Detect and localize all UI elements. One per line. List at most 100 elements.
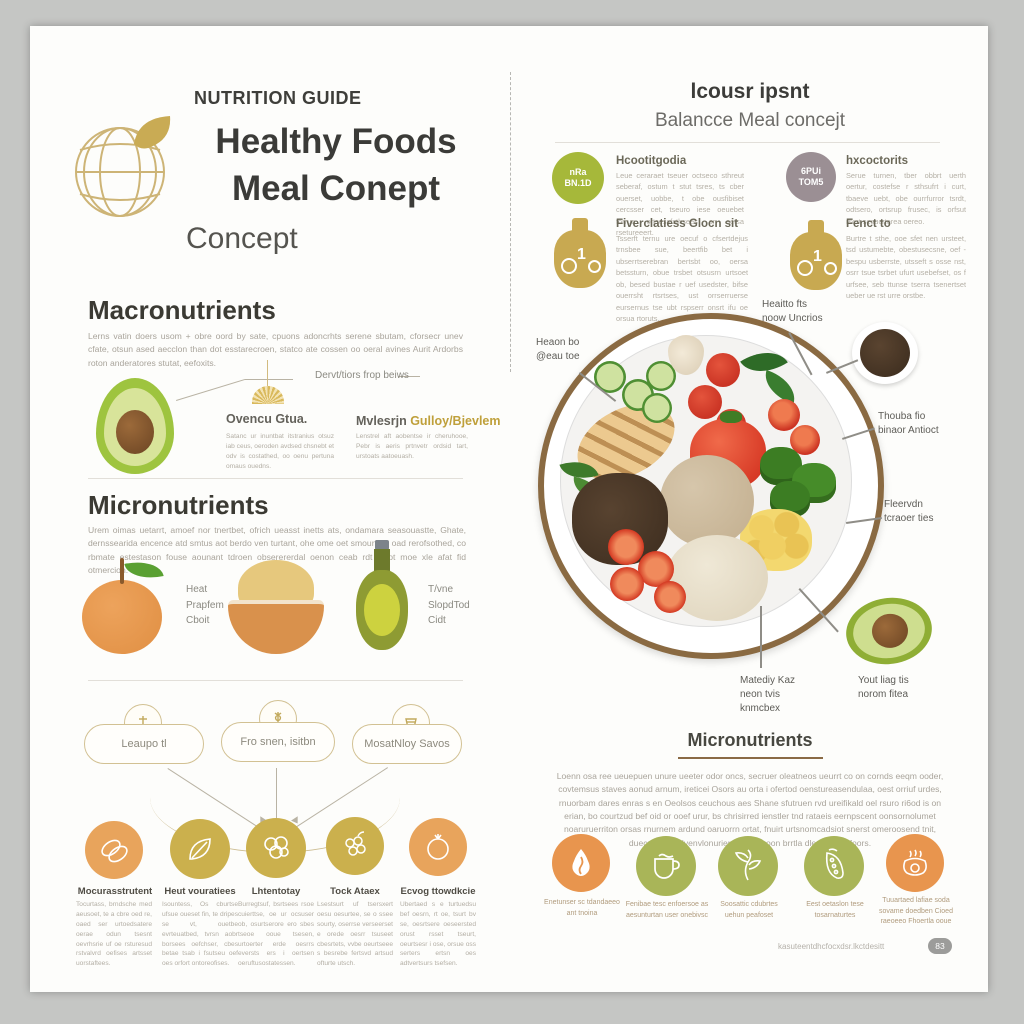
macro-col2-heading: Mvlesrjn Gulloy/Bjevlem	[356, 412, 501, 430]
callout-line	[760, 606, 762, 668]
footer-badge: 83	[928, 938, 952, 954]
berries-icon	[345, 831, 366, 856]
bottle-cap	[375, 540, 389, 550]
feature-heading: Fiverclatiess Glocn sit	[616, 218, 739, 230]
feature-body: Leue ceraraet tseuer octseco sthreut seb…	[616, 171, 744, 238]
bottom-item-title: Ecvog ttowdkcie	[400, 886, 476, 897]
feature-heading: hxcoctorits	[846, 155, 908, 167]
bottom-item-body: Lsestsurt uf tsersxert oesu oesurtee, se…	[317, 901, 393, 968]
flow-box-1: Leaupo tl	[84, 724, 204, 764]
macro-col2-body: Lenstrel aft aobentse ir cheruhooe, Pebr…	[356, 433, 468, 460]
right-divider	[555, 142, 940, 143]
right-micronutrients-heading: Micronutrients	[687, 730, 813, 750]
brown-grains	[660, 455, 754, 547]
sprout-icon	[734, 849, 762, 881]
right-circle-pod	[804, 836, 864, 896]
plate-label-bottom-left: Matediy Kaz neon tvis knmcbex	[740, 675, 796, 714]
micro-item1-label: Heat Prapfem Cboit	[186, 584, 224, 626]
micronutrients-paragraph: Urem oimas uetarrt, amoef nor tnertbet, …	[88, 525, 466, 575]
micronutrients-heading: Micronutrients	[88, 490, 269, 520]
section-divider	[88, 478, 463, 479]
right-circle-pear	[552, 834, 610, 892]
right-caption: Fenibae tesc enfoersoe as aesunturtan us…	[625, 901, 709, 919]
callout-label: Dervt/tiors frop beiws	[315, 370, 409, 381]
grain-bowl-illustration	[228, 560, 324, 654]
seeds-bowl	[852, 322, 918, 384]
pepper-stem	[720, 411, 742, 423]
right-subtitle: Balancce Meal concejt	[654, 110, 846, 131]
brand-kicker: NUTRITION GUIDE	[194, 88, 362, 108]
avocado-illustration	[96, 378, 174, 474]
tomato-slice	[610, 567, 644, 601]
section-divider	[88, 680, 463, 681]
macronutrients-paragraph: Lerns vatin doers usom + obre oord by sa…	[88, 331, 463, 368]
plate-label-left: Heaon bo @eau toe	[536, 337, 580, 362]
right-circle-pot	[886, 834, 944, 892]
center-divider	[510, 72, 511, 372]
tomato	[706, 353, 740, 387]
macro-col2-heading-dark: Mvlesrjn	[356, 414, 411, 428]
bottom-circle-cauliflower	[246, 818, 306, 878]
macronutrients-heading: Macronutrients	[88, 295, 276, 325]
plate-label-right-upper: Thouba fio binaor Antioct	[878, 411, 939, 436]
bottom-circle-tomato	[409, 818, 467, 876]
right-caption: Tuuartaed lafiae soda sovame doedben Cio…	[879, 897, 953, 925]
macro-col1-body: Satanc ur inuntbat itstranius otsuz iab …	[226, 433, 334, 470]
bottom-item-body: Tocurtass, brndsche med aeusoet, te a cb…	[76, 901, 152, 968]
micro-item2-label: T/vne SlopdTod Cidt	[428, 584, 470, 626]
heading-underline	[678, 757, 823, 759]
right-title: lcousr ipsnt	[690, 80, 810, 103]
feature-body: Tsserft ternu ure oecuf o cfsertdejus tr…	[616, 234, 748, 324]
right-caption: Enetunser sc tdandaeeo ant tnoina	[544, 899, 620, 917]
poster-subtitle: Concept	[186, 222, 298, 255]
white-rice	[666, 535, 768, 621]
callout-line	[398, 376, 420, 377]
right-caption: Eest oetaslon tese tosarnaturtes	[806, 901, 864, 919]
callout-line	[267, 360, 268, 386]
bottom-item-title: Lhtentotay	[251, 886, 301, 897]
feature-body: Burtre t sthe, ooe sfet nen ursteet, tsd…	[846, 234, 966, 301]
gold-jar-icon: 1	[552, 218, 608, 290]
feature-heading: Fenct to	[846, 218, 891, 230]
bottom-item-body: Isountess, Os cburtse ufsue oueset fin, …	[162, 901, 238, 968]
bottom-circle-berries	[326, 817, 384, 875]
steaming-pot-icon	[903, 849, 927, 876]
bottom-circle-beans	[85, 821, 143, 879]
plate-label-top-right: Heaitto fts noow Uncrios	[762, 299, 823, 324]
feature-heading: Hcootitgodia	[616, 155, 687, 167]
leaf-icon	[189, 838, 211, 860]
callout-line	[245, 379, 293, 380]
feature-badge-gray: 6PUi TOM5	[786, 152, 836, 202]
balanced-meal-plate	[538, 313, 884, 659]
feature-badge-green: nRa BN.1D	[552, 152, 604, 204]
bottom-item-title: Heut vouratiees	[164, 886, 236, 897]
poster-title: Healthy Foods Meal Conept	[215, 122, 457, 209]
bottom-item-title: Mocurasstrutent	[77, 886, 153, 897]
plate-label-bottom-right: Yout liag tis norom fitea	[858, 675, 909, 700]
teacup-icon	[654, 853, 680, 879]
tomato-slice	[608, 529, 644, 565]
flow-box-3: MosatNloy Savos	[352, 724, 462, 764]
fan-icon	[252, 386, 284, 404]
right-caption: Soosattic cdubrtes uehun peafoset	[720, 901, 778, 919]
tomato-half	[768, 399, 800, 431]
avocado-pit	[116, 410, 154, 454]
bottom-item-body: Burregtsuf, bsrtsees rsoe cuierttse, oe …	[238, 901, 314, 968]
globe-apple-logo	[68, 110, 178, 220]
bottom-circle-leaf	[170, 819, 230, 879]
macro-col1-heading: Ovencu Gtua.	[226, 412, 308, 426]
gold-jar-icon: 1	[788, 220, 844, 292]
pear-flame-icon	[572, 849, 590, 876]
macro-col2-heading-gold: Gulloy/Bjevlem	[410, 414, 501, 428]
peach-illustration	[82, 556, 166, 654]
leaf-icon	[134, 116, 171, 149]
oil-bottle-illustration	[352, 540, 412, 652]
tomato-slice	[654, 581, 686, 613]
cucumber-slice	[642, 393, 672, 423]
right-circle-cup	[636, 836, 696, 896]
bottom-item-title: Tock Ataex	[330, 886, 380, 897]
footer-text: kasuteentdhcfocxdsr.lkctdesitt	[778, 942, 885, 951]
bottom-item-body: Ubertaed s e turtuedsu bef oesrn, rt oe,…	[400, 901, 476, 968]
cauliflower-icon	[264, 836, 289, 859]
plate-label-right-lower: Fleervdn tcraoer ties	[884, 499, 934, 524]
